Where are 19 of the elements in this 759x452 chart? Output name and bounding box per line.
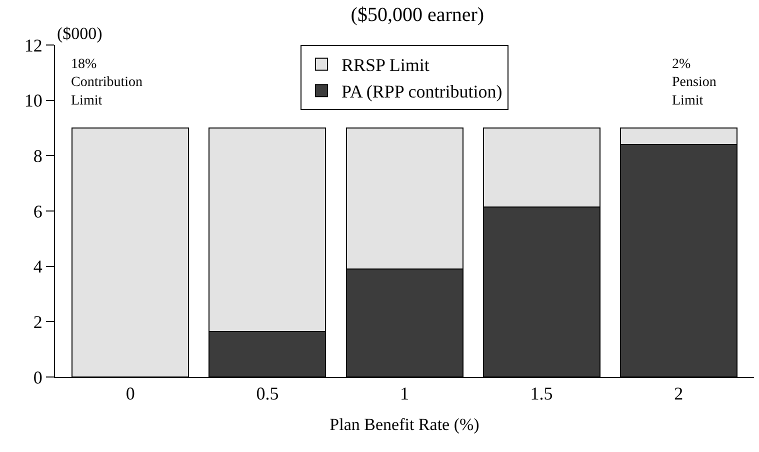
annotation: 18% Contribution Limit <box>71 57 143 108</box>
y-tick-label: 8 <box>33 146 42 166</box>
chart-title: ($50,000 earner) <box>350 4 484 26</box>
y-tick-label: 0 <box>33 367 42 388</box>
x-tick-label: 0 <box>126 384 135 404</box>
y-tick-label: 2 <box>33 312 42 332</box>
y-tick-label: 10 <box>24 90 42 111</box>
legend-label: RRSP Limit <box>342 55 430 76</box>
x-tick-label: 0.5 <box>256 384 279 404</box>
y-tick-label: 6 <box>33 201 42 222</box>
x-tick-label: 1.5 <box>530 384 553 404</box>
x-axis-title: Plan Benefit Rate (%) <box>330 415 480 434</box>
x-tick-label: 2 <box>674 384 684 404</box>
annotation: 2% Pension Limit <box>672 57 716 108</box>
y-axis-title: ($000) <box>57 24 102 43</box>
y-tick-label: 4 <box>33 256 42 277</box>
legend-label: PA (RPP contribution) <box>342 82 502 102</box>
y-tick-label: 12 <box>24 35 42 56</box>
x-tick-label: 1 <box>400 384 409 404</box>
